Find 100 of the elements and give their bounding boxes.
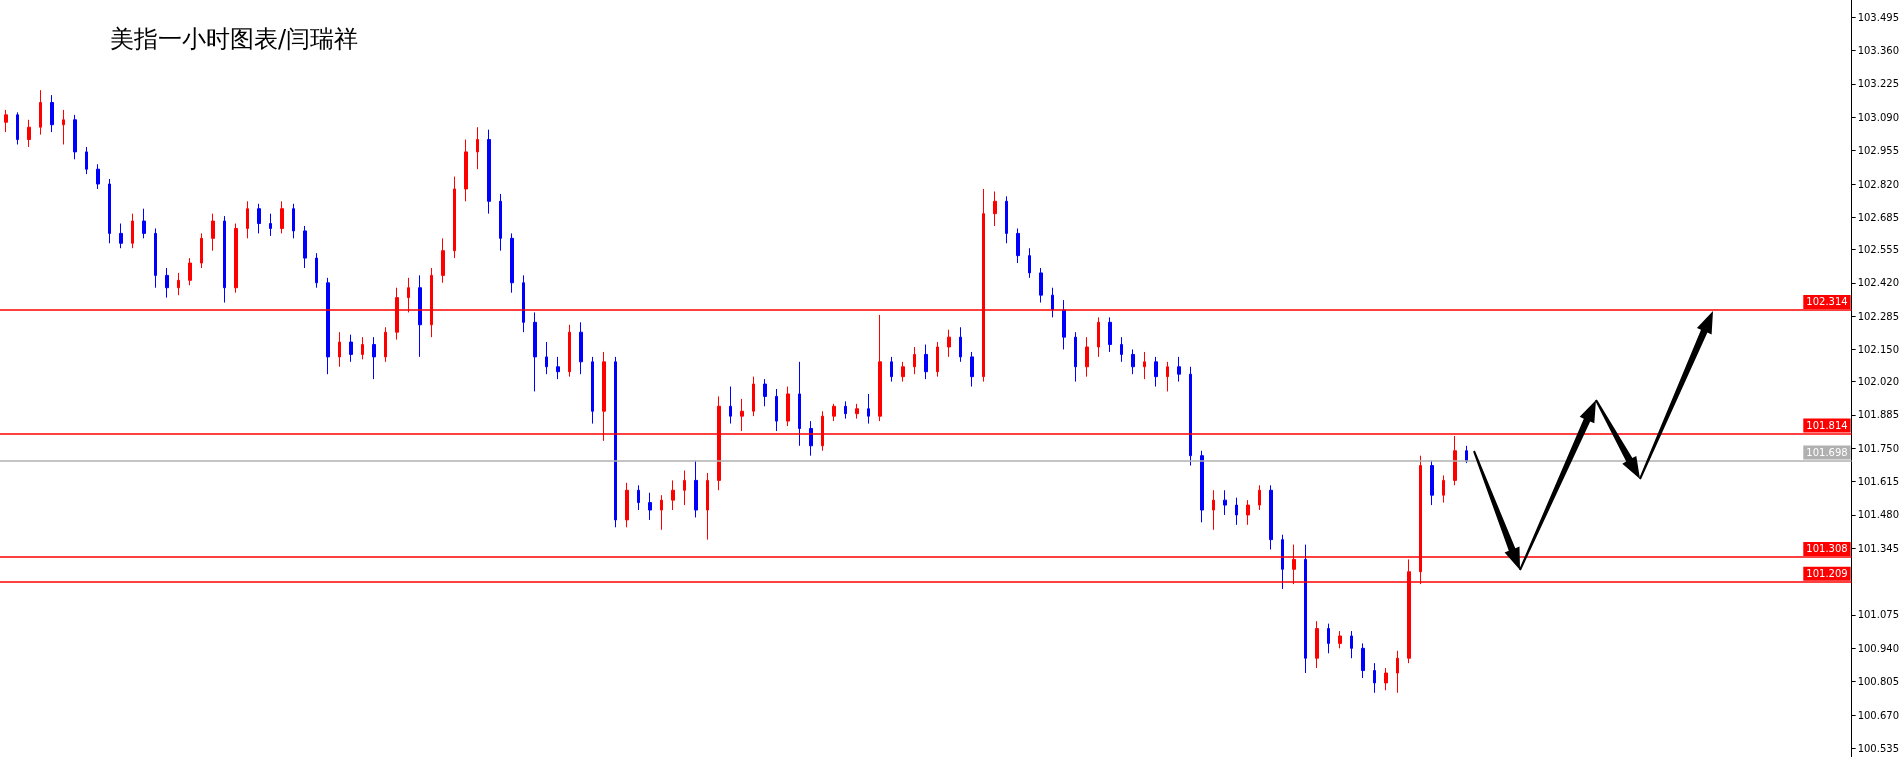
candlestick bbox=[1442, 474, 1445, 504]
candlestick bbox=[1189, 366, 1192, 467]
candlestick bbox=[671, 479, 675, 511]
candlestick bbox=[890, 356, 893, 383]
candlestick bbox=[418, 274, 422, 358]
candlestick bbox=[188, 257, 192, 286]
ref-line-label: 102.314 bbox=[1806, 296, 1848, 308]
candlestick bbox=[1396, 650, 1399, 694]
candlestick bbox=[499, 193, 502, 252]
candlestick bbox=[234, 223, 238, 294]
candlestick bbox=[648, 492, 652, 521]
y-tick-label: 100.670 bbox=[1857, 709, 1900, 721]
candlestick bbox=[1166, 361, 1169, 392]
candlestick bbox=[970, 351, 974, 388]
candlestick bbox=[131, 213, 134, 249]
candlestick bbox=[1028, 247, 1031, 279]
candlestick bbox=[1005, 195, 1008, 244]
y-tick-label: 101.480 bbox=[1857, 509, 1900, 521]
candlestick bbox=[1338, 630, 1342, 649]
candlestick bbox=[119, 223, 123, 249]
candlestick bbox=[752, 376, 755, 417]
y-tick-label: 102.150 bbox=[1857, 343, 1900, 355]
candlestick bbox=[1108, 316, 1112, 353]
candlestick bbox=[1350, 630, 1353, 659]
candlestick bbox=[315, 252, 318, 289]
candlestick bbox=[211, 213, 215, 252]
candlestick bbox=[763, 378, 767, 407]
candlestick bbox=[384, 326, 387, 363]
candlestick bbox=[947, 329, 951, 358]
y-tick-label: 103.090 bbox=[1857, 111, 1900, 123]
candlestick bbox=[1039, 267, 1043, 304]
y-tick-label: 100.940 bbox=[1857, 642, 1900, 654]
candlestick bbox=[1085, 336, 1089, 378]
candlestick bbox=[545, 341, 548, 375]
candlestick bbox=[39, 89, 42, 136]
candlestick bbox=[223, 215, 226, 304]
candlestick bbox=[269, 213, 272, 237]
candlestick bbox=[108, 178, 111, 244]
ref-line-label: 101.814 bbox=[1806, 419, 1848, 431]
candlestick bbox=[1235, 497, 1238, 526]
candlestick bbox=[1430, 460, 1434, 506]
y-tick-label: 102.685 bbox=[1857, 211, 1900, 223]
candlestick bbox=[1361, 642, 1365, 679]
candlestick bbox=[96, 163, 100, 190]
candlestick bbox=[901, 361, 905, 383]
candlestick bbox=[16, 111, 19, 145]
y-tick-label: 103.495 bbox=[1857, 11, 1900, 23]
y-tick-label: 103.225 bbox=[1857, 78, 1900, 90]
ref-line-label: 101.308 bbox=[1806, 543, 1848, 555]
candlestick bbox=[349, 334, 353, 363]
candlestick bbox=[1154, 356, 1158, 388]
candlestick bbox=[338, 331, 341, 368]
candlestick bbox=[832, 403, 836, 422]
candlestick bbox=[522, 274, 525, 333]
candlestick bbox=[1373, 662, 1376, 694]
candlestick bbox=[660, 494, 663, 531]
candlestick bbox=[177, 272, 180, 296]
y-tick-label: 101.750 bbox=[1857, 442, 1900, 454]
candlestick bbox=[510, 232, 514, 294]
y-tick-label: 102.955 bbox=[1857, 145, 1900, 157]
candlestick bbox=[326, 277, 330, 375]
candlestick bbox=[73, 114, 77, 160]
candlestick bbox=[844, 400, 847, 420]
candlestick bbox=[614, 356, 617, 528]
candlestick bbox=[165, 267, 169, 299]
candlestick bbox=[591, 356, 594, 425]
candlestick bbox=[1281, 534, 1284, 590]
candlestick bbox=[303, 225, 307, 269]
candlestick bbox=[625, 482, 629, 528]
y-tick-label: 102.420 bbox=[1857, 277, 1900, 289]
candlestick bbox=[1016, 227, 1020, 264]
candlestick bbox=[476, 126, 479, 170]
candlestick bbox=[280, 200, 284, 234]
candlestick bbox=[993, 190, 997, 227]
candlestick bbox=[27, 119, 31, 148]
candlestick bbox=[1246, 499, 1250, 526]
candlestick bbox=[1097, 316, 1100, 358]
candlestick bbox=[568, 324, 571, 378]
candlestick bbox=[878, 314, 882, 422]
candlestick bbox=[372, 336, 376, 380]
candlestick bbox=[50, 94, 54, 133]
candlestick bbox=[487, 129, 491, 215]
candlestick bbox=[579, 321, 583, 375]
candlestick bbox=[1062, 299, 1066, 350]
candlestick bbox=[62, 109, 65, 145]
candlestick bbox=[959, 326, 962, 363]
candlestick bbox=[809, 420, 813, 457]
candlestick bbox=[533, 311, 537, 392]
candlestick bbox=[913, 346, 916, 375]
candlestick bbox=[361, 336, 364, 360]
candlestick bbox=[1223, 489, 1227, 516]
candlestick bbox=[1304, 544, 1307, 674]
candlestick bbox=[1212, 489, 1215, 531]
candlestick bbox=[855, 403, 859, 420]
ref-line-label: 101.698 bbox=[1806, 447, 1848, 459]
candlestick bbox=[246, 200, 249, 239]
y-tick-label: 100.805 bbox=[1857, 676, 1900, 688]
candlestick bbox=[798, 361, 801, 447]
candlestick bbox=[4, 109, 8, 133]
candlestick bbox=[154, 227, 157, 289]
